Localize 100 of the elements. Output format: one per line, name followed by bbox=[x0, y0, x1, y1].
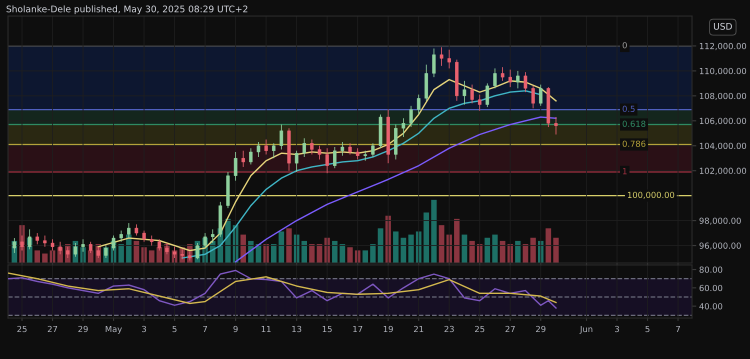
bar bbox=[500, 240, 506, 264]
y-tick-label: 102,000.00 bbox=[700, 168, 746, 175]
candlestick bbox=[249, 148, 253, 165]
annotation: 0 bbox=[622, 42, 627, 48]
candlestick bbox=[538, 84, 542, 106]
x-tick-label: Jun bbox=[580, 326, 592, 334]
candlestick bbox=[134, 224, 138, 236]
annotation: 0.5 bbox=[622, 106, 635, 112]
ref-line-label: 100,000.00 bbox=[628, 192, 674, 199]
bar bbox=[340, 244, 346, 264]
bar bbox=[118, 244, 124, 264]
candlestick bbox=[371, 142, 375, 158]
y-tick-label: 104,000.00 bbox=[700, 142, 746, 150]
x-tick-label: 15 bbox=[322, 326, 332, 332]
candlestick bbox=[364, 150, 368, 162]
x-tick-label: 5 bbox=[172, 326, 176, 332]
x-tick-label: 27 bbox=[506, 326, 515, 332]
candlestick bbox=[440, 46, 444, 66]
bar bbox=[546, 228, 552, 264]
x-tick-label: 13 bbox=[292, 326, 302, 332]
bar bbox=[278, 231, 284, 264]
bar bbox=[530, 238, 536, 264]
bar bbox=[462, 234, 468, 264]
bar bbox=[553, 238, 559, 264]
annotation: 0.786 bbox=[622, 140, 646, 147]
bar bbox=[469, 240, 475, 264]
bar bbox=[332, 240, 338, 264]
candlestick bbox=[470, 84, 474, 104]
x-tick-label: 9 bbox=[233, 326, 238, 332]
candlestick bbox=[500, 66, 504, 82]
candlestick bbox=[416, 94, 420, 115]
x-tick-label: 7 bbox=[203, 326, 208, 332]
bar bbox=[34, 250, 40, 264]
bar bbox=[362, 250, 368, 264]
candlestick bbox=[508, 69, 512, 88]
bar bbox=[309, 244, 315, 264]
bar bbox=[270, 244, 276, 264]
x-tick-label: 3 bbox=[615, 326, 619, 332]
candlestick bbox=[447, 49, 451, 69]
x-tick-label: 3 bbox=[142, 326, 146, 332]
candlestick bbox=[340, 142, 344, 156]
y-axis-title: USD bbox=[714, 22, 732, 30]
bar bbox=[316, 244, 322, 264]
candlestick bbox=[333, 146, 337, 169]
candlestick bbox=[119, 230, 123, 242]
candlestick bbox=[493, 68, 497, 89]
x-tick-label: 23 bbox=[444, 326, 454, 332]
bar bbox=[370, 244, 376, 264]
bar bbox=[378, 228, 384, 264]
y-tick-label: 80.00 bbox=[700, 266, 722, 273]
annotation: 1 bbox=[623, 168, 627, 174]
candlestick bbox=[36, 232, 39, 245]
candlestick bbox=[478, 94, 482, 112]
candlestick bbox=[302, 138, 306, 158]
candlestick bbox=[348, 142, 352, 155]
candlestick bbox=[280, 124, 284, 150]
bar bbox=[492, 234, 498, 264]
candlestick bbox=[409, 105, 413, 128]
bar bbox=[347, 247, 353, 264]
x-tick-label: 19 bbox=[384, 326, 393, 332]
x-tick-label: 25 bbox=[475, 326, 484, 332]
y-tick-label: 106,000.00 bbox=[700, 118, 746, 125]
x-tick-label: 17 bbox=[353, 326, 362, 332]
x-tick-label: 11 bbox=[262, 326, 271, 332]
candlestick bbox=[272, 142, 276, 159]
candlestick bbox=[402, 118, 406, 138]
candlestick bbox=[356, 148, 360, 160]
candlestick bbox=[516, 70, 520, 89]
bar bbox=[438, 225, 444, 264]
candlestick bbox=[256, 142, 260, 158]
bar bbox=[134, 240, 140, 264]
candlestick bbox=[294, 150, 298, 172]
y-tick-label: 112,000.00 bbox=[700, 42, 746, 50]
bar bbox=[484, 238, 490, 264]
y-tick-label: 98,000.00 bbox=[699, 218, 741, 225]
bar bbox=[393, 231, 399, 264]
candlestick bbox=[142, 230, 146, 242]
x-tick-label: 29 bbox=[536, 326, 546, 332]
candlestick bbox=[432, 48, 436, 78]
candlestick bbox=[234, 152, 238, 182]
candlestick bbox=[486, 82, 490, 108]
y-tick-label: 110,000.00 bbox=[700, 68, 746, 76]
bar bbox=[302, 240, 307, 264]
x-tick-label: 5 bbox=[646, 326, 650, 332]
bar bbox=[42, 254, 48, 264]
candlestick bbox=[150, 235, 154, 246]
x-tick-label: 25 bbox=[17, 326, 27, 332]
bar bbox=[408, 234, 414, 264]
annotation: 0.618 bbox=[622, 120, 646, 127]
candlestick bbox=[43, 235, 47, 248]
chart-title: Sholanke-Dele published, May 30, 2025 08:29 UTC+2 bbox=[6, 5, 248, 14]
candlestick bbox=[531, 85, 535, 109]
x-tick-label: 27 bbox=[48, 326, 58, 332]
x-tick-label: May bbox=[106, 326, 122, 334]
candlestick bbox=[264, 139, 268, 155]
bar bbox=[431, 200, 437, 264]
candlestick bbox=[325, 148, 329, 174]
candlestick bbox=[524, 72, 528, 93]
x-tick-label: 21 bbox=[414, 326, 424, 332]
x-tick-label: 29 bbox=[78, 326, 88, 332]
